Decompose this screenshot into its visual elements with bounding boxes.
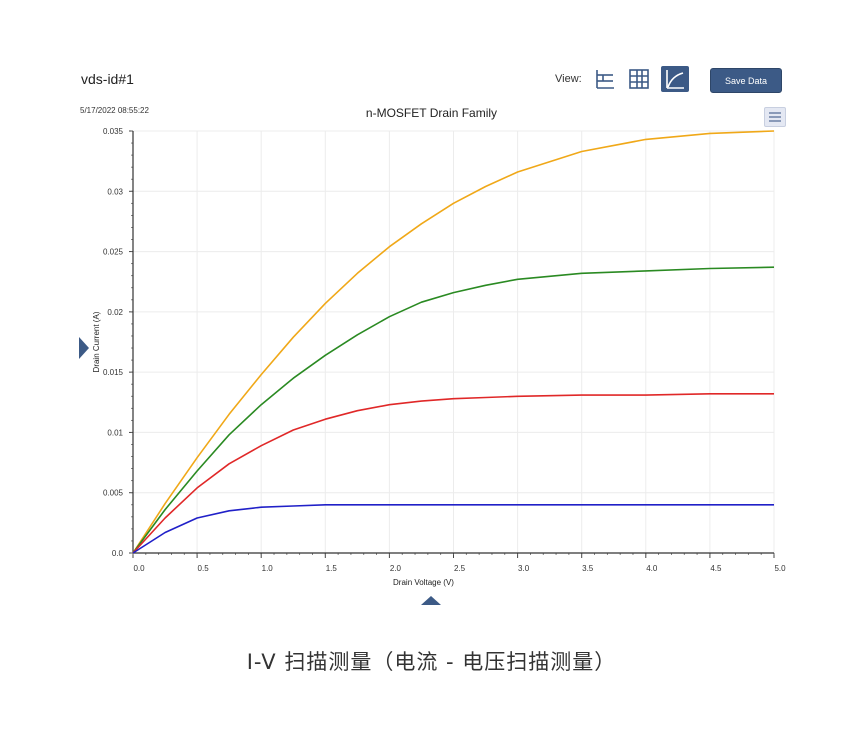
caption: I-V 扫描测量（电流 - 电压扫描测量） [246,650,617,674]
page-title: vds-id#1 [81,71,134,87]
y-tick-label: 0.025 [103,248,124,257]
x-tick-label: 4.5 [710,564,722,573]
x-tick-label: 3.5 [582,564,594,573]
y-tick-label: 0.035 [103,127,124,136]
view-label: View: [555,73,582,85]
x-tick-label: 1.5 [326,564,338,573]
x-tick-label: 0.0 [133,564,145,573]
y-tick-label: 0.01 [107,428,123,437]
series-line-4 [132,503,774,554]
y-tick-label: 0.02 [107,308,123,317]
x-tick-label: 1.0 [262,564,274,573]
y-tick-label: 0.03 [107,187,123,196]
y-axis-label: Drain Current (A) [92,311,101,372]
x-tick-label: 5.0 [774,564,786,573]
series-line-2 [132,266,775,554]
table-view-icon [629,69,649,89]
view-tree-button[interactable] [593,67,617,91]
chart-series [132,130,775,554]
x-axis-label: Drain Voltage (V) [393,578,454,587]
x-tick-label: 3.0 [518,564,530,573]
series-line-3 [132,392,774,554]
y-tick-label: 0.005 [103,489,124,498]
y-tick-label: 0.0 [112,549,124,558]
chart-title: n-MOSFET Drain Family [365,106,498,120]
chart-view-icon [666,70,684,89]
hamburger-menu-icon [769,112,781,122]
y-axis-slider-handle[interactable] [79,337,89,359]
view-chart-button[interactable] [661,66,689,92]
x-tick-label: 2.0 [390,564,402,573]
x-tick-label: 4.0 [646,564,658,573]
view-table-button[interactable] [627,67,651,91]
timestamp: 5/17/2022 08:55:22 [80,106,149,115]
chart-axes: 0.0 0.5 1.0 1.5 2.0 2.5 3.0 3.5 4.0 4.5 5.0 0.0 0.00… [103,127,786,573]
save-data-button[interactable]: Save Data [710,68,782,93]
x-axis-slider-handle[interactable] [421,596,441,605]
chart-menu-button[interactable] [764,107,786,127]
tree-view-icon [596,70,614,89]
x-tick-label: 2.5 [454,564,466,573]
chart-grid [132,130,775,554]
y-tick-label: 0.015 [103,368,124,377]
x-tick-label: 0.5 [198,564,210,573]
series-line-1 [132,130,775,554]
